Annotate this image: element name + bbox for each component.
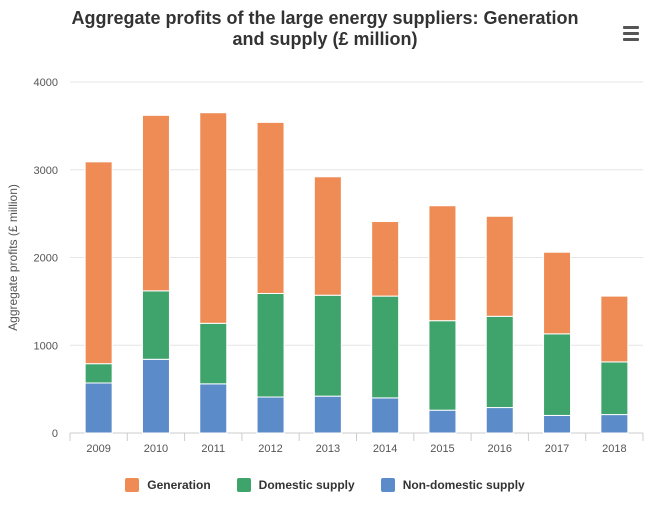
x-tick-label-2015: 2015 <box>430 443 454 455</box>
chart-plot: 0 1000 2000 3000 4000 Aggregate profits (£ mi… <box>6 77 644 455</box>
bar-generation-2015 <box>428 205 457 322</box>
bar-domestic-supply-2015 <box>428 320 457 411</box>
bar-domestic-supply-2009 <box>84 363 113 384</box>
bar-non-domestic-supply-2016 <box>485 407 514 434</box>
bar-domestic-supply-2013 <box>313 294 342 397</box>
y-tick-label-4000: 4000 <box>34 77 58 89</box>
bar-non-domestic-supply-2012 <box>256 396 285 434</box>
y-tick-label-0: 0 <box>52 428 58 440</box>
legend-item-generation[interactable]: Generation <box>125 478 211 492</box>
bar-non-domestic-supply-2015 <box>428 409 457 434</box>
chart-title-line-2: and supply (£ million) <box>232 29 418 49</box>
bar-domestic-supply-2011 <box>199 322 228 385</box>
x-tick-label-2018: 2018 <box>602 443 626 455</box>
bar-generation-2011 <box>199 112 228 324</box>
legend-label-generation: Generation <box>147 478 211 492</box>
bar-domestic-supply-2018 <box>600 361 629 416</box>
bar-domestic-supply-2012 <box>256 292 285 398</box>
chart-legend: Generation Domestic supply Non-domestic … <box>0 475 650 495</box>
bar-non-domestic-supply-2010 <box>141 358 170 434</box>
chart-title: Aggregate profits of the large energy su… <box>0 8 650 50</box>
y-axis-title: Aggregate profits (£ million) <box>6 184 20 331</box>
bar-generation-2010 <box>141 114 170 292</box>
x-tick-label-2017: 2017 <box>545 443 569 455</box>
x-tick-label-2014: 2014 <box>373 443 397 455</box>
y-tick-label-2000: 2000 <box>34 253 58 265</box>
hamburger-menu-icon[interactable] <box>620 24 642 42</box>
bar-domestic-supply-2010 <box>141 290 170 360</box>
x-tick-label-2011: 2011 <box>201 443 225 455</box>
bar-domestic-supply-2014 <box>371 295 400 399</box>
bar-non-domestic-supply-2014 <box>371 397 400 434</box>
y-tick-label-1000: 1000 <box>34 340 58 352</box>
bar-generation-2016 <box>485 215 514 317</box>
x-tick-label-2016: 2016 <box>488 443 512 455</box>
bar-non-domestic-supply-2018 <box>600 414 629 434</box>
legend-swatch-non-domestic-supply <box>380 478 395 492</box>
bar-domestic-supply-2017 <box>543 333 572 416</box>
x-tick-label-2009: 2009 <box>86 443 110 455</box>
legend-swatch-generation <box>125 478 140 492</box>
y-tick-label-3000: 3000 <box>34 165 58 177</box>
chart-title-line-1: Aggregate profits of the large energy su… <box>71 8 579 28</box>
bar-non-domestic-supply-2011 <box>199 383 228 434</box>
bar-non-domestic-supply-2017 <box>543 414 572 434</box>
legend-label-domestic-supply: Domestic supply <box>258 478 355 492</box>
legend-item-domestic-supply[interactable]: Domestic supply <box>236 478 355 492</box>
bar-generation-2013 <box>313 176 342 296</box>
x-tick-label-2010: 2010 <box>144 443 168 455</box>
bar-non-domestic-supply-2013 <box>313 395 342 434</box>
legend-swatch-domestic-supply <box>236 478 251 492</box>
bar-generation-2009 <box>84 161 113 365</box>
bar-generation-2017 <box>543 251 572 335</box>
bar-generation-2018 <box>600 295 629 363</box>
bar-generation-2014 <box>371 221 400 297</box>
legend-label-non-domestic-supply: Non-domestic supply <box>402 478 525 492</box>
x-tick-label-2013: 2013 <box>316 443 340 455</box>
legend-item-non-domestic-supply[interactable]: Non-domestic supply <box>380 478 525 492</box>
bar-domestic-supply-2016 <box>485 315 514 409</box>
x-tick-label-2012: 2012 <box>258 443 282 455</box>
bar-non-domestic-supply-2009 <box>84 382 113 434</box>
bar-generation-2012 <box>256 121 285 294</box>
